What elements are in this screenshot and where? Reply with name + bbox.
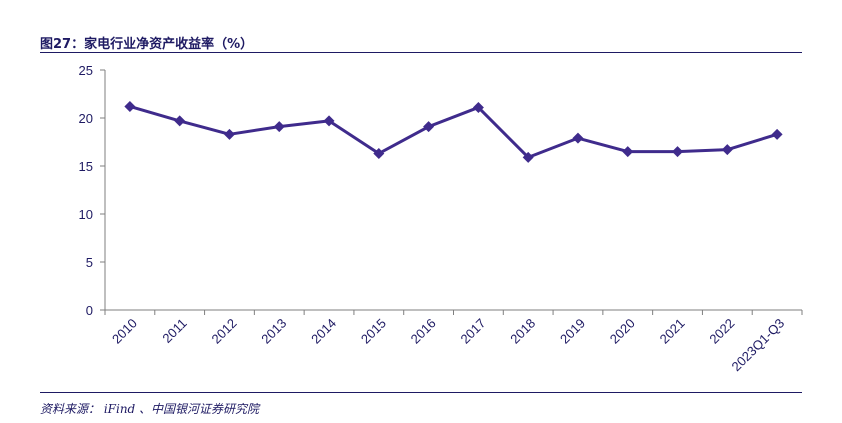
data-point-marker xyxy=(323,115,335,127)
data-point-marker xyxy=(721,144,733,156)
x-tick-label: 2018 xyxy=(507,316,538,347)
source-note: 资料来源： iFind 、中国银河证券研究院 xyxy=(40,402,260,416)
top-divider xyxy=(40,52,802,53)
x-tick-label: 2021 xyxy=(657,316,688,347)
x-axis: 2010 2011 2012 2013 2014 2015 2016 2017 2018 2019… xyxy=(104,309,803,375)
x-tick-label: 2017 xyxy=(457,316,488,347)
x-tick-label: 2023Q1-Q3 xyxy=(729,316,788,375)
x-tick-label: 2020 xyxy=(607,316,638,347)
y-tick-label: 10 xyxy=(79,207,93,222)
data-point-marker xyxy=(273,121,285,133)
x-tick-label: 2019 xyxy=(557,316,588,347)
bottom-divider xyxy=(40,392,802,393)
data-point-marker xyxy=(622,146,634,158)
x-tick-label: 2013 xyxy=(258,316,289,347)
y-tick-label: 0 xyxy=(86,303,93,318)
data-point-marker xyxy=(373,148,385,160)
data-point-marker xyxy=(572,132,584,144)
data-point-marker xyxy=(672,146,684,158)
data-point-marker xyxy=(423,121,435,133)
data-point-marker xyxy=(124,100,136,112)
data-point-marker xyxy=(174,115,186,127)
series-line xyxy=(129,105,778,159)
y-axis: 0 5 10 15 20 25 xyxy=(79,63,106,318)
x-tick-label: 2012 xyxy=(209,316,240,347)
y-tick-label: 25 xyxy=(79,63,93,78)
y-tick-label: 15 xyxy=(79,159,93,174)
x-tick-label: 2016 xyxy=(408,316,439,347)
x-tick-label: 2015 xyxy=(358,316,389,347)
chart-title: 图27：家电行业净资产收益率（%） xyxy=(40,37,254,52)
x-tick-label: 2022 xyxy=(706,316,737,347)
data-point-marker xyxy=(522,151,534,163)
x-tick-label: 2014 xyxy=(308,316,339,347)
series-layer xyxy=(124,100,783,163)
y-tick-label: 5 xyxy=(86,255,93,270)
data-point-marker xyxy=(771,128,783,140)
x-tick-label: 2011 xyxy=(159,316,189,346)
y-tick-label: 20 xyxy=(79,111,93,126)
data-point-marker xyxy=(472,101,484,113)
data-point-marker xyxy=(223,128,235,140)
x-tick-label: 2010 xyxy=(109,316,140,347)
